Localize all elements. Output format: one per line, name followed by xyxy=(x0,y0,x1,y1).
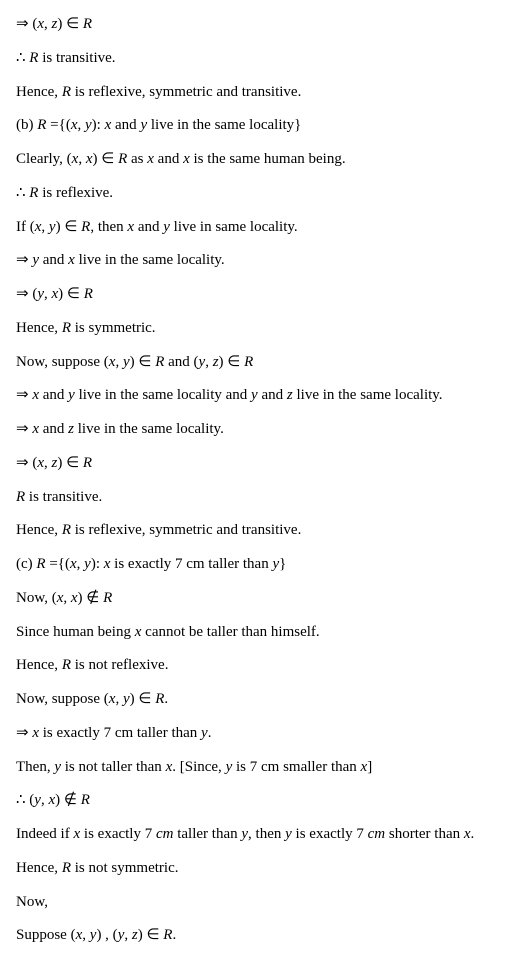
text-line: Now, xyxy=(16,892,491,914)
text-line: ⇒ x and y live in the same locality and … xyxy=(16,385,491,407)
text-line: ⇒ x is exactly 7 cm taller than y. xyxy=(16,723,491,745)
text-line: ⇒ y and x live in the same locality. xyxy=(16,250,491,272)
text-line: ⇒ (y, x) ∈ R xyxy=(16,284,491,306)
text-line: If (x, y) ∈ R, then x and y live in same… xyxy=(16,217,491,239)
document-body: ⇒ (x, z) ∈ R ∴ R is transitive. Hence, R i… xyxy=(16,14,491,947)
text-line: Hence, R is not symmetric. xyxy=(16,858,491,880)
text-line: Now, suppose (x, y) ∈ R and (y, z) ∈ R xyxy=(16,352,491,374)
text-line: Hence, R is not reflexive. xyxy=(16,655,491,677)
text-line: ⇒ (x, z) ∈ R xyxy=(16,14,491,36)
text-line: Clearly, (x, x) ∈ R as x and x is the sa… xyxy=(16,149,491,171)
text-line: ∴ R is reflexive. xyxy=(16,183,491,205)
text-line: ⇒ (x, z) ∈ R xyxy=(16,453,491,475)
text-line: R is transitive. xyxy=(16,487,491,509)
text-line: Now, (x, x) ∉ R xyxy=(16,588,491,610)
text-line: (c) R ={(x, y): x is exactly 7 cm taller… xyxy=(16,554,491,576)
text-line: ⇒ x and z live in the same locality. xyxy=(16,419,491,441)
text-line: Since human being x cannot be taller tha… xyxy=(16,622,491,644)
text-line: ∴ (y, x) ∉ R xyxy=(16,790,491,812)
text-line: Now, suppose (x, y) ∈ R. xyxy=(16,689,491,711)
text-line: Indeed if x is exactly 7 cm taller than … xyxy=(16,824,491,846)
text-line: Hence, R is reflexive, symmetric and tra… xyxy=(16,520,491,542)
text-line: Hence, R is symmetric. xyxy=(16,318,491,340)
text-line: (b) R ={(x, y): x and y live in the same… xyxy=(16,115,491,137)
text-line: Then, y is not taller than x. [Since, y … xyxy=(16,757,491,779)
text-line: Hence, R is reflexive, symmetric and tra… xyxy=(16,82,491,104)
text-line: ∴ R is transitive. xyxy=(16,48,491,70)
text-line: Suppose (x, y) , (y, z) ∈ R. xyxy=(16,925,491,947)
